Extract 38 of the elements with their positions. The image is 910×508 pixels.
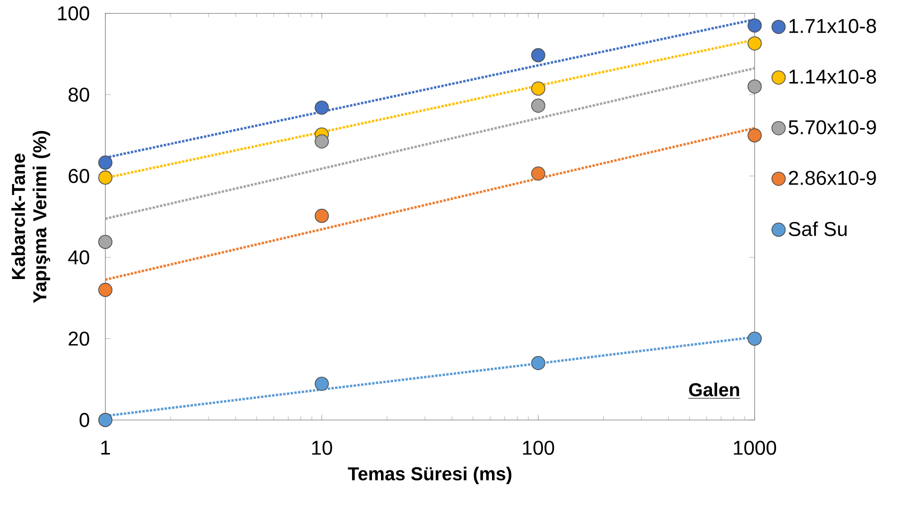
legend-label: Saf Su: [788, 221, 847, 236]
legend-label: 1.14x10-8: [789, 70, 876, 84]
point: [748, 128, 762, 142]
y-tick-label: 0: [80, 412, 90, 428]
point: [314, 376, 329, 391]
y-tick-label: 80: [68, 88, 90, 102]
y-tick-label: 60: [68, 168, 90, 184]
x-axis-title: Temas Süresi (ms): [348, 466, 512, 484]
point: [531, 48, 546, 62]
point: [531, 166, 546, 181]
y-axis-title: Kabarcık-Tane Yapışma Verimi (%): [11, 130, 50, 303]
point: [531, 356, 546, 370]
x-tick-label: 1000: [734, 440, 776, 455]
y-tick-label: 20: [68, 332, 90, 346]
legend-label: 5.70x10-9: [788, 120, 876, 134]
point: [531, 98, 546, 113]
point: [748, 79, 762, 94]
point: [748, 332, 762, 346]
point: [98, 282, 112, 297]
point: [98, 156, 112, 170]
point: [314, 134, 329, 148]
annotation: Galen: [689, 382, 740, 396]
legend-label: 1.71x10-8: [789, 18, 876, 34]
point: [748, 18, 762, 33]
y-tick-label: 40: [68, 250, 90, 264]
y-tick-label: 100: [58, 6, 90, 20]
point: [314, 100, 329, 115]
x-tick-label: 1: [101, 440, 110, 454]
point: [98, 170, 112, 185]
point: [314, 208, 329, 223]
point: [98, 412, 112, 428]
line-series: [104, 67, 756, 220]
point: [98, 234, 112, 249]
x-tick-label: 10: [312, 440, 332, 455]
legend-label: 2.86x10-9: [788, 170, 876, 185]
x-tick-label: 100: [523, 440, 554, 455]
point: [748, 36, 762, 50]
point: [531, 82, 546, 96]
